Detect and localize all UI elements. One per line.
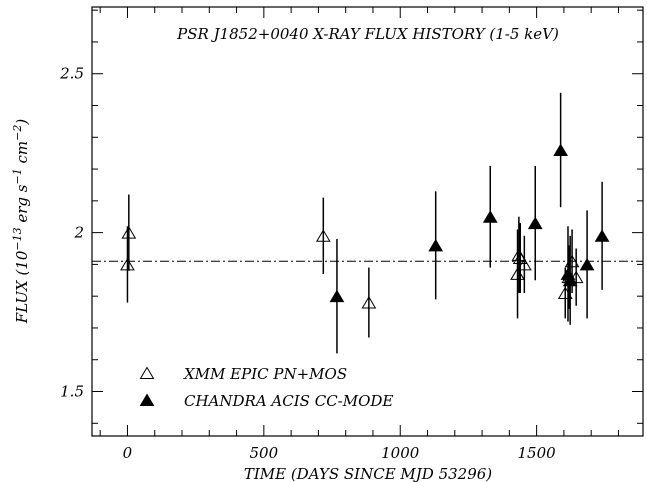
xmm-data-point <box>512 251 528 265</box>
data-points <box>120 92 610 354</box>
legend-label-chandra: CHANDRA ACIS CC-MODE <box>184 392 393 410</box>
x-tick-label: 1000 <box>381 444 420 462</box>
axis-ticks: 0 500 1000 1500 1.5 2 2.5 <box>59 7 643 462</box>
legend-open-triangle-icon <box>139 366 155 379</box>
chandra-data-point <box>579 257 595 271</box>
chandra-data-point <box>527 216 543 230</box>
y-label-suffix: ) <box>13 119 31 126</box>
xmm-data-point <box>564 254 580 268</box>
xmm-data-point <box>516 257 532 271</box>
y-label-exp2: −1 <box>11 168 24 184</box>
y-tick-label: 2 <box>73 224 84 242</box>
legend-label-xmm: XMM EPIC PN+MOS <box>183 365 347 383</box>
y-tick-label: 1.5 <box>60 383 84 401</box>
y-label-exp3: −2 <box>11 125 24 141</box>
legend: XMM EPIC PN+MOS CHANDRA ACIS CC-MODE <box>139 365 393 410</box>
xmm-data-point <box>361 296 377 309</box>
xmm-data-point <box>121 226 137 239</box>
xmm-data-point <box>315 229 331 242</box>
x-tick-label: 1500 <box>518 444 557 462</box>
y-label-mid1: erg s <box>13 184 31 227</box>
plot-frame <box>91 6 644 437</box>
legend-filled-triangle-icon <box>139 393 155 406</box>
chandra-data-point <box>482 210 498 223</box>
y-label-exp1: −13 <box>11 227 24 250</box>
y-label-mid2: cm <box>13 141 31 168</box>
chart-title: PSR J1852+0040 X-RAY FLUX HISTORY (1-5 k… <box>176 25 559 43</box>
chandra-data-point <box>428 238 444 252</box>
y-label-prefix: FLUX (10 <box>13 250 31 324</box>
x-axis-label: TIME (DAYS SINCE MJD 53296) <box>244 465 492 482</box>
chandra-data-point <box>562 273 578 287</box>
x-tick-label: 500 <box>250 444 279 462</box>
chandra-data-point <box>553 143 568 156</box>
y-tick-label: 2.5 <box>59 65 84 83</box>
x-tick-label: 0 <box>123 444 133 462</box>
chandra-data-point <box>594 229 610 242</box>
chandra-data-point <box>329 289 345 303</box>
xmm-data-point <box>120 257 135 271</box>
y-axis-label: FLUX (10−13 erg s−1 cm−2) <box>11 119 31 325</box>
